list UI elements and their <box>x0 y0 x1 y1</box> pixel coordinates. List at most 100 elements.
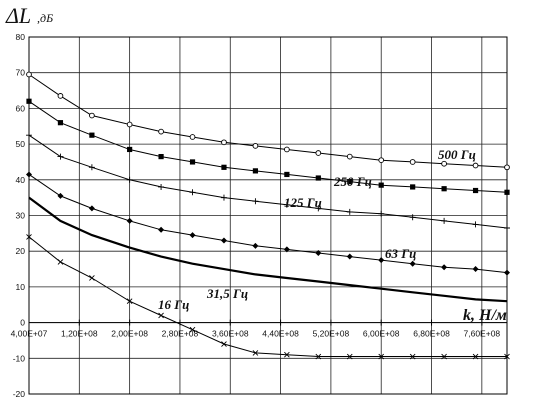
data-point <box>410 184 416 190</box>
data-point <box>158 153 164 160</box>
data-point <box>158 226 165 233</box>
data-point <box>127 146 133 153</box>
series-line <box>28 134 508 229</box>
data-point <box>441 264 448 271</box>
series-line <box>28 100 508 193</box>
data-point <box>315 150 322 156</box>
data-point <box>26 71 32 78</box>
data-point <box>378 157 385 164</box>
y-tick-label: 60 <box>16 103 26 113</box>
data-point <box>315 249 322 256</box>
series-markers <box>26 71 510 360</box>
data-point <box>378 353 385 360</box>
y-tick-label: 10 <box>16 282 26 292</box>
data-point <box>472 187 479 194</box>
data-point <box>284 351 290 358</box>
series-label: 250 Гц <box>333 174 372 189</box>
y-tick-labels: -20 -10 0 10 20 30 40 50 60 70 80 <box>13 32 26 399</box>
data-point <box>126 298 133 304</box>
data-point <box>26 234 32 240</box>
data-point <box>346 353 353 360</box>
data-point <box>158 128 164 135</box>
data-point <box>504 164 510 171</box>
data-point <box>315 353 322 360</box>
x-tick-label: 3,60E+08 <box>212 329 249 339</box>
series-label: 500 Гц <box>438 147 476 162</box>
data-point <box>26 98 32 104</box>
y-tick-label: 40 <box>16 175 26 185</box>
y-axis-title: ΔL <box>5 3 31 28</box>
data-point <box>221 164 227 170</box>
data-point <box>158 312 164 319</box>
data-point <box>57 153 64 160</box>
x-tick-label: 1,20E+08 <box>61 329 98 339</box>
y-tick-label: 50 <box>16 139 26 149</box>
data-point <box>88 205 95 212</box>
data-point <box>441 186 447 192</box>
data-point <box>346 253 353 260</box>
data-point <box>252 198 259 205</box>
data-point <box>441 353 447 360</box>
data-point <box>441 160 447 167</box>
series-line <box>28 236 507 357</box>
data-point <box>158 183 165 190</box>
data-point <box>378 210 385 217</box>
data-point <box>252 350 259 356</box>
data-point <box>472 353 479 360</box>
data-point <box>252 143 259 149</box>
data-point <box>89 112 95 119</box>
data-point <box>26 132 32 139</box>
data-point <box>284 171 290 178</box>
data-point <box>189 159 196 165</box>
data-point <box>346 153 353 160</box>
data-point <box>409 260 416 267</box>
plot-frame <box>28 36 508 395</box>
data-point <box>472 221 479 228</box>
data-point <box>472 162 479 169</box>
data-point <box>126 217 133 224</box>
data-point <box>189 189 196 196</box>
data-point <box>126 121 133 128</box>
data-point <box>283 201 290 208</box>
data-point <box>472 266 479 273</box>
series-label: 16 Гц <box>158 297 189 312</box>
series-label: 31,5 Гц <box>206 286 248 301</box>
data-point <box>88 164 95 171</box>
x-tick-label: 2,80E+08 <box>162 329 199 339</box>
data-point <box>57 192 64 199</box>
data-point <box>315 175 321 181</box>
x-tick-label: 6,00E+08 <box>363 329 400 339</box>
x-tick-label: 6,80E+08 <box>413 329 450 339</box>
plot-area: -20 -10 0 10 20 30 40 50 60 70 80 4,00E+07 1,20E+08… <box>11 32 510 399</box>
x-tick-label: 2,00E+08 <box>111 329 148 339</box>
data-point <box>409 353 416 360</box>
data-point <box>346 208 353 215</box>
y-tick-label: 0 <box>20 318 25 328</box>
series-label: 125 Гц <box>284 195 322 210</box>
data-point <box>221 139 227 146</box>
data-point <box>283 246 290 253</box>
data-point <box>252 168 259 174</box>
data-point <box>57 120 64 126</box>
data-point <box>220 237 227 244</box>
y-tick-label: -20 <box>13 389 26 399</box>
data-point <box>378 182 384 188</box>
series-line <box>28 74 508 168</box>
data-point <box>378 257 385 264</box>
data-point <box>89 275 95 281</box>
data-point <box>26 171 32 178</box>
data-point <box>409 214 416 221</box>
data-point <box>221 341 227 347</box>
data-point <box>409 159 416 165</box>
data-point <box>189 326 196 333</box>
x-axis-title: k, Н/м <box>463 307 507 324</box>
horizontal-gridlines <box>29 36 507 395</box>
data-point <box>252 242 259 249</box>
series-lines <box>28 74 508 357</box>
data-point <box>315 205 322 212</box>
x-tick-label: 4,40E+08 <box>262 329 299 339</box>
y-tick-label: -10 <box>13 353 26 363</box>
series-labels: 500 Гц 250 Гц 125 Гц 63 Гц 31,5 Гц 16 Гц <box>158 147 476 312</box>
data-point <box>284 146 290 153</box>
